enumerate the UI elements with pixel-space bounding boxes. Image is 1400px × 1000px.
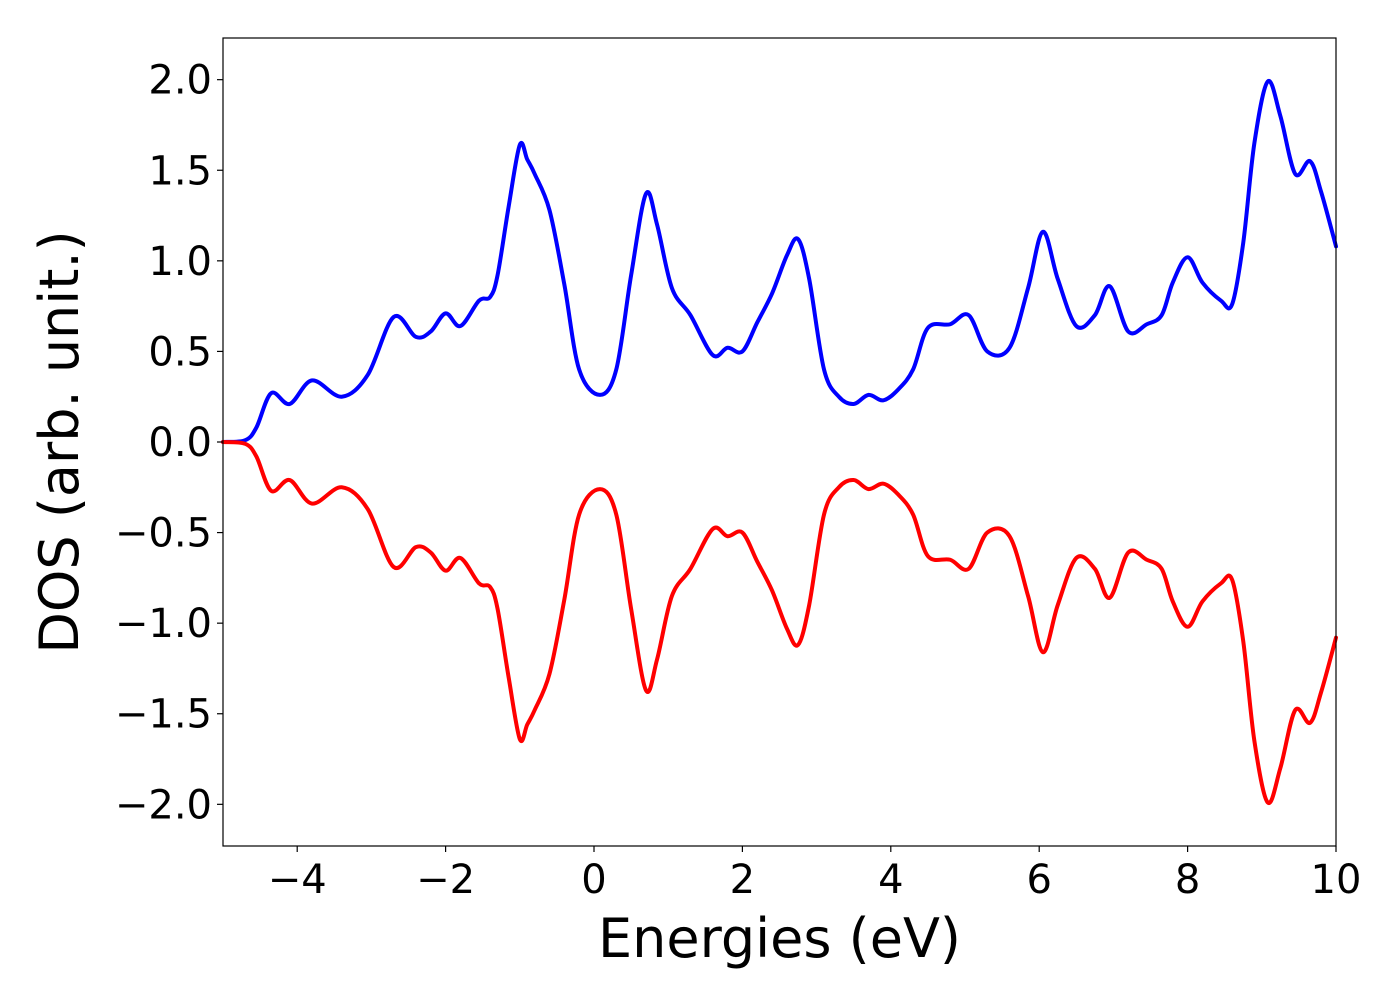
x-tick-label: 0 [581,857,606,903]
y-tick-label: −1.0 [115,601,212,647]
x-axis-label: Energies (eV) [598,907,961,970]
y-tick-label: −0.5 [115,511,212,557]
plot-frame [222,37,1337,847]
x-tick-label: −4 [268,857,327,903]
x-tick-label: 10 [1311,857,1362,903]
series-line-2 [221,440,1338,805]
x-tick-label: 8 [1175,857,1200,903]
y-tick-label: 1.5 [148,148,212,194]
y-tick-label: 0.5 [148,329,212,375]
y-tick-label: 2.0 [148,58,212,104]
series-line-1 [221,79,1338,444]
y-axis: 2.0 1.5 1.0 0.5 0.0 −0.5 −1.0 −1.5 −2.0 [115,58,223,828]
x-tick-label: 6 [1026,857,1051,903]
y-tick-label: 0.0 [148,420,212,466]
x-tick-label: 2 [730,857,755,903]
y-tick-label: −1.5 [115,692,212,738]
x-axis: −4 −2 0 2 4 6 8 10 [268,846,1362,903]
y-tick-label: −2.0 [115,782,212,828]
y-axis-label: DOS (arb. unit.) [28,230,91,653]
y-tick-label: 1.0 [148,239,212,285]
x-tick-label: 4 [878,857,903,903]
x-tick-label: −2 [416,857,475,903]
plot-area [221,79,1338,805]
